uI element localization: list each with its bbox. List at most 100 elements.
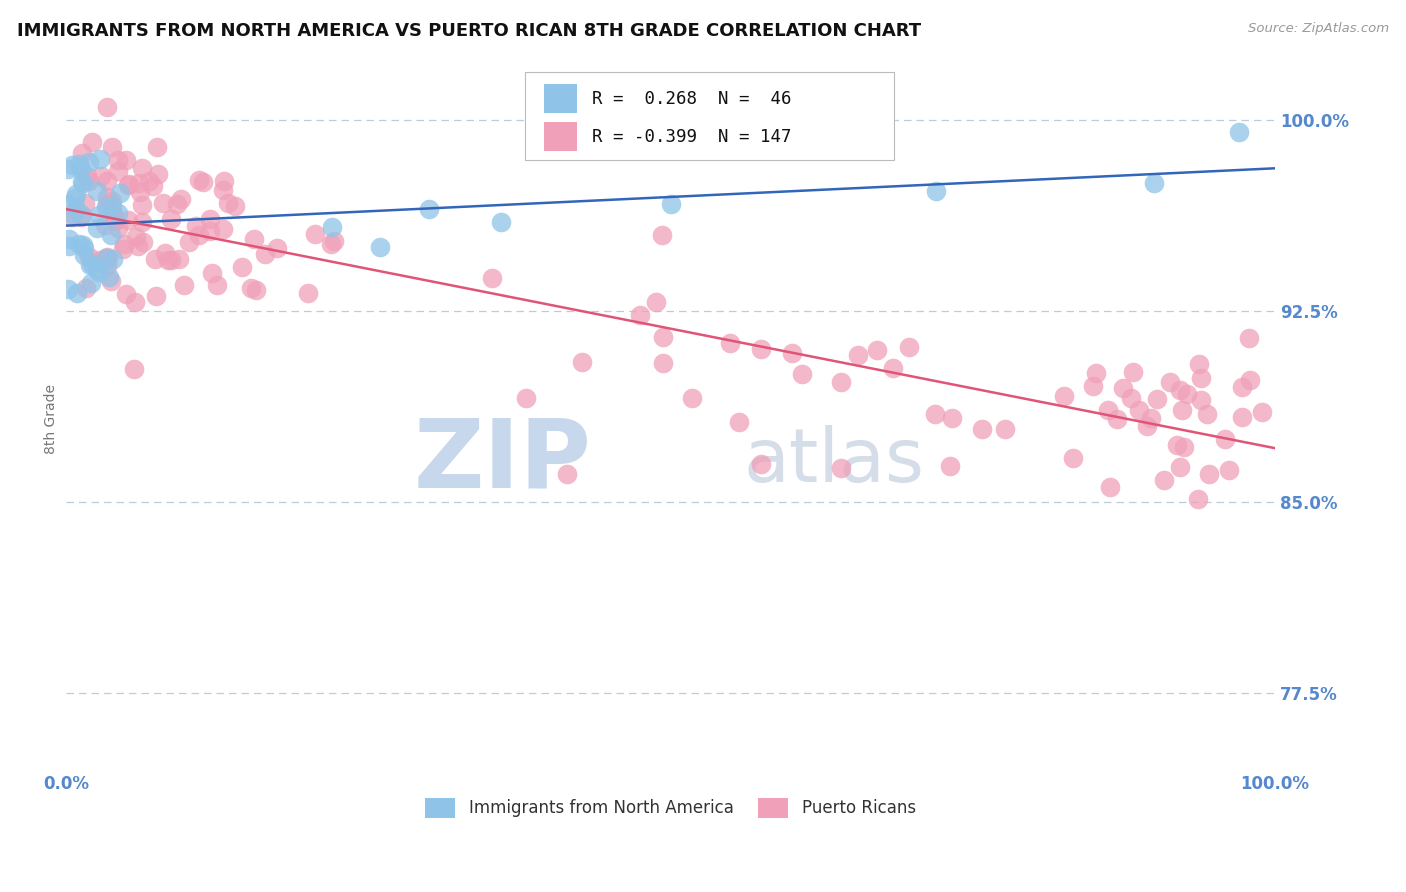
Point	[1098, 480, 1121, 494]
Point	[201, 266, 224, 280]
Point	[1218, 463, 1240, 477]
Point	[198, 212, 221, 227]
Point	[96, 259, 118, 273]
Point	[67, 157, 90, 171]
Point	[170, 193, 193, 207]
Point	[1175, 387, 1198, 401]
Text: IMMIGRANTS FROM NORTH AMERICA VS PUERTO RICAN 8TH GRADE CORRELATION CHART: IMMIGRANTS FROM NORTH AMERICA VS PUERTO …	[17, 22, 921, 40]
Point	[1128, 403, 1150, 417]
Point	[58, 239, 80, 253]
Point	[1227, 125, 1250, 139]
Point	[159, 252, 181, 267]
Point	[1237, 331, 1260, 345]
Point	[56, 282, 79, 296]
Point	[115, 153, 138, 167]
FancyBboxPatch shape	[526, 72, 894, 160]
Point	[132, 235, 155, 249]
Point	[153, 246, 176, 260]
Point	[1187, 357, 1209, 371]
Point	[86, 220, 108, 235]
Point	[96, 174, 118, 188]
Point	[56, 196, 79, 211]
Point	[96, 197, 118, 211]
Y-axis label: 8th Grade: 8th Grade	[44, 384, 58, 454]
Point	[96, 250, 118, 264]
Point	[65, 186, 87, 201]
Point	[866, 343, 889, 358]
Point	[321, 219, 343, 234]
Point	[1250, 405, 1272, 419]
Text: ZIP: ZIP	[415, 415, 592, 508]
Point	[245, 283, 267, 297]
Point	[1168, 460, 1191, 475]
Point	[76, 281, 98, 295]
Point	[73, 248, 96, 262]
Point	[1122, 366, 1144, 380]
Point	[780, 346, 803, 360]
Point	[1146, 392, 1168, 406]
Point	[142, 178, 165, 193]
Point	[994, 422, 1017, 436]
Point	[145, 289, 167, 303]
Point	[100, 139, 122, 153]
Point	[830, 375, 852, 389]
Point	[98, 270, 121, 285]
Point	[65, 202, 87, 216]
Point	[79, 259, 101, 273]
Point	[205, 277, 228, 292]
Point	[128, 177, 150, 191]
Point	[681, 391, 703, 405]
Point	[1215, 432, 1237, 446]
Point	[75, 196, 97, 211]
Point	[108, 186, 131, 200]
Point	[1053, 389, 1076, 403]
Point	[72, 238, 94, 252]
Point	[127, 239, 149, 253]
Point	[212, 222, 235, 236]
Point	[101, 194, 124, 209]
Point	[200, 224, 222, 238]
Point	[897, 340, 920, 354]
Point	[1189, 370, 1212, 384]
Point	[131, 198, 153, 212]
Point	[145, 140, 167, 154]
Point	[101, 199, 124, 213]
Text: Source: ZipAtlas.com: Source: ZipAtlas.com	[1249, 22, 1389, 36]
Point	[1153, 473, 1175, 487]
Point	[214, 174, 236, 188]
Point	[131, 161, 153, 175]
Point	[846, 348, 869, 362]
Point	[145, 252, 167, 266]
Point	[728, 415, 751, 429]
Point	[70, 210, 93, 224]
Point	[129, 185, 152, 199]
Point	[1189, 392, 1212, 407]
Point	[124, 294, 146, 309]
Point	[65, 191, 87, 205]
Point	[240, 281, 263, 295]
Point	[1171, 403, 1194, 417]
Point	[321, 237, 343, 252]
Point	[224, 199, 246, 213]
Point	[751, 457, 773, 471]
Point	[187, 173, 209, 187]
Point	[1232, 380, 1254, 394]
Point	[79, 174, 101, 188]
Point	[100, 227, 122, 242]
Point	[104, 213, 127, 227]
Point	[107, 164, 129, 178]
Point	[1198, 467, 1220, 481]
Point	[1239, 373, 1261, 387]
Point	[659, 196, 682, 211]
Point	[166, 196, 188, 211]
Point	[491, 214, 513, 228]
Point	[1083, 378, 1105, 392]
Point	[156, 253, 179, 268]
Point	[297, 286, 319, 301]
Point	[80, 135, 103, 149]
Point	[89, 153, 111, 167]
Point	[571, 354, 593, 368]
Point	[100, 274, 122, 288]
Point	[115, 286, 138, 301]
Point	[60, 207, 83, 221]
